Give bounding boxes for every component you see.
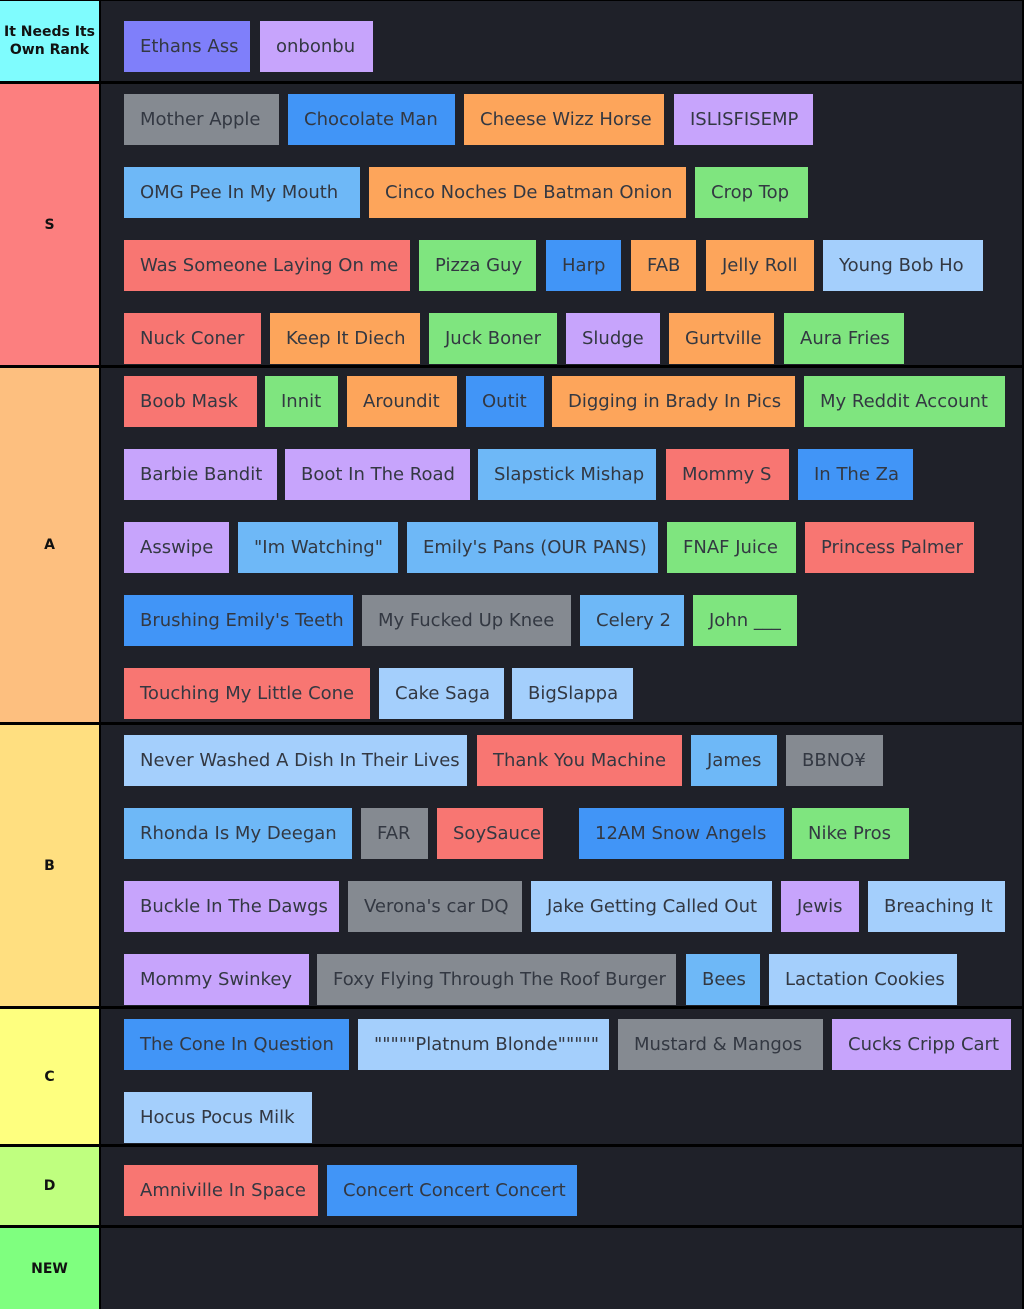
tier-item-mommy-swinkey[interactable]: Mommy Swinkey <box>124 954 309 1005</box>
tier-label[interactable]: A <box>0 368 99 722</box>
tier-item-my-fucked-up-knee[interactable]: My Fucked Up Knee <box>362 595 571 646</box>
tier-item-lactation-cookies[interactable]: Lactation Cookies <box>769 954 957 1005</box>
tier-item-keep-it-diech[interactable]: Keep It Diech <box>270 313 420 364</box>
tier-row-c: C The Cone In Question """""Platnum Blonde… <box>0 1009 1024 1144</box>
tier-item-buckle-in-the-dawgs[interactable]: Buckle In The Dawgs <box>124 881 339 932</box>
tier-row-s: S Mother Apple Chocolate Man Cheese Wizz Ho… <box>0 84 1024 365</box>
tier-item-boob-mask[interactable]: Boob Mask <box>124 376 257 427</box>
tier-items-drop-zone[interactable]: Ethans Ass onbonbu <box>101 1 1022 81</box>
tier-item-innit[interactable]: Innit <box>265 376 338 427</box>
tier-item-hocus-pocus-milk[interactable]: Hocus Pocus Milk <box>124 1092 312 1143</box>
tier-item-slapstick-mishap[interactable]: Slapstick Mishap <box>478 449 656 500</box>
tier-item-in-the-za[interactable]: In The Za <box>798 449 913 500</box>
tier-items-drop-zone[interactable]: Never Washed A Dish In Their Lives Thank … <box>101 725 1022 1006</box>
tier-item-cucks-cripp-cart[interactable]: Cucks Cripp Cart <box>832 1019 1011 1070</box>
tier-item-mother-apple[interactable]: Mother Apple <box>124 94 279 145</box>
tier-item-nuck-coner[interactable]: Nuck Coner <box>124 313 261 364</box>
tier-item-foxy-flying-through-the-roof-burger[interactable]: Foxy Flying Through The Roof Burger <box>317 954 676 1005</box>
tier-item-islisfisemp[interactable]: ISLISFISEMP <box>674 94 813 145</box>
tier-item-thank-you-machine[interactable]: Thank You Machine <box>477 735 682 786</box>
tier-item-platnum-blonde[interactable]: """""Platnum Blonde""""" <box>358 1019 609 1070</box>
tier-label[interactable]: It Needs Its Own Rank <box>0 1 99 81</box>
tier-item-bigslappa[interactable]: BigSlappa <box>512 668 633 719</box>
tier-row-a: A Boob Mask Innit Aroundit Outit Digging in B… <box>0 368 1024 722</box>
tier-item-omg-pee-in-my-mouth[interactable]: OMG Pee In My Mouth <box>124 167 360 218</box>
tier-item-boot-in-the-road[interactable]: Boot In The Road <box>285 449 470 500</box>
tier-item-young-bob-ho[interactable]: Young Bob Ho <box>823 240 983 291</box>
tier-item-touching-my-little-cone[interactable]: Touching My Little Cone <box>124 668 370 719</box>
tier-item-ethans-ass[interactable]: Ethans Ass <box>124 21 250 72</box>
tier-row-it-needs-its-own-rank: It Needs Its Own Rank Ethans Ass onbonbu <box>0 1 1024 81</box>
tier-item-my-reddit-account[interactable]: My Reddit Account <box>804 376 1005 427</box>
tier-item-fnaf-juice[interactable]: FNAF Juice <box>667 522 796 573</box>
tier-items-drop-zone[interactable] <box>101 1228 1022 1309</box>
tier-item-emily-s-pans-our-pans[interactable]: Emily's Pans (OUR PANS) <box>407 522 658 573</box>
tier-item-rhonda-is-my-deegan[interactable]: Rhonda Is My Deegan <box>124 808 352 859</box>
tier-item-the-cone-in-question[interactable]: The Cone In Question <box>124 1019 349 1070</box>
tier-item-asswipe[interactable]: Asswipe <box>124 522 229 573</box>
tier-item-digging-in-brady-in-pics[interactable]: Digging in Brady In Pics <box>552 376 795 427</box>
tier-items-drop-zone[interactable]: Boob Mask Innit Aroundit Outit Digging in Br… <box>101 368 1022 722</box>
tier-item-pizza-guy[interactable]: Pizza Guy <box>419 240 536 291</box>
tier-item-fab[interactable]: FAB <box>631 240 696 291</box>
tier-item-john[interactable]: John ___ <box>693 595 797 646</box>
tier-row-d: D Amniville In Space Concert Concert Conce… <box>0 1147 1024 1225</box>
tier-item-bees[interactable]: Bees <box>686 954 760 1005</box>
tier-item-jelly-roll[interactable]: Jelly Roll <box>706 240 814 291</box>
tier-item-gurtville[interactable]: Gurtville <box>669 313 774 364</box>
tier-item-aroundit[interactable]: Aroundit <box>347 376 457 427</box>
tier-label[interactable]: NEW <box>0 1228 99 1309</box>
tier-row-new: NEW <box>0 1228 1024 1309</box>
tier-item-crop-top[interactable]: Crop Top <box>695 167 808 218</box>
tier-items-drop-zone[interactable]: The Cone In Question """""Platnum Blonde"… <box>101 1009 1022 1144</box>
tier-items-drop-zone[interactable]: Amniville In Space Concert Concert Concer… <box>101 1147 1022 1225</box>
tier-items-drop-zone[interactable]: Mother Apple Chocolate Man Cheese Wizz Hor… <box>101 84 1022 365</box>
tier-item-harp[interactable]: Harp <box>546 240 621 291</box>
tier-row-b: B Never Washed A Dish In Their Lives Thank… <box>0 725 1024 1006</box>
tier-item-chocolate-man[interactable]: Chocolate Man <box>288 94 455 145</box>
tier-item-jewis[interactable]: Jewis <box>781 881 859 932</box>
tier-item-verona-s-car-dq[interactable]: Verona's car DQ <box>348 881 522 932</box>
tier-item-cinco-noches-de-batman-onion[interactable]: Cinco Noches De Batman Onion <box>369 167 686 218</box>
tier-item-mustard-mangos[interactable]: Mustard & Mangos <box>618 1019 823 1070</box>
tier-label[interactable]: B <box>0 725 99 1006</box>
tier-item-im-watching[interactable]: "Im Watching" <box>238 522 398 573</box>
tier-item-outit[interactable]: Outit <box>466 376 544 427</box>
tier-item-breaching-it[interactable]: Breaching It <box>868 881 1005 932</box>
tier-item-far[interactable]: FAR <box>361 808 428 859</box>
tier-item-12am-snow-angels[interactable]: 12AM Snow Angels <box>579 808 784 859</box>
tier-item-was-someone-laying-on-me[interactable]: Was Someone Laying On me <box>124 240 410 291</box>
tier-label[interactable]: C <box>0 1009 99 1144</box>
tier-item-mommy-s[interactable]: Mommy S <box>666 449 789 500</box>
tier-item-james[interactable]: James <box>691 735 777 786</box>
tier-item-onbonbu[interactable]: onbonbu <box>260 21 373 72</box>
tier-item-nike-pros[interactable]: Nike Pros <box>792 808 909 859</box>
tier-item-celery-2[interactable]: Celery 2 <box>580 595 684 646</box>
tier-item-never-washed-a-dish-in-their-lives[interactable]: Never Washed A Dish In Their Lives <box>124 735 467 786</box>
tier-item-juck-boner[interactable]: Juck Boner <box>429 313 557 364</box>
tier-label[interactable]: S <box>0 84 99 365</box>
tier-item-cheese-wizz-horse[interactable]: Cheese Wizz Horse <box>464 94 664 145</box>
tier-item-sludge[interactable]: Sludge <box>566 313 660 364</box>
tier-item-cake-saga[interactable]: Cake Saga <box>379 668 504 719</box>
tier-item-princess-palmer[interactable]: Princess Palmer <box>805 522 974 573</box>
tier-item-amniville-in-space[interactable]: Amniville In Space <box>124 1165 318 1216</box>
tier-item-barbie-bandit[interactable]: Barbie Bandit <box>124 449 277 500</box>
tier-item-jake-getting-called-out[interactable]: Jake Getting Called Out <box>531 881 772 932</box>
tier-item-brushing-emily-s-teeth[interactable]: Brushing Emily's Teeth <box>124 595 353 646</box>
tier-item-bbno[interactable]: BBNO¥ <box>786 735 883 786</box>
tier-item-concert-concert-concert[interactable]: Concert Concert Concert <box>327 1165 577 1216</box>
tier-item-soysauce-k[interactable]: SoySauce K <box>437 808 543 859</box>
tier-item-aura-fries[interactable]: Aura Fries <box>784 313 904 364</box>
tier-label[interactable]: D <box>0 1147 99 1225</box>
